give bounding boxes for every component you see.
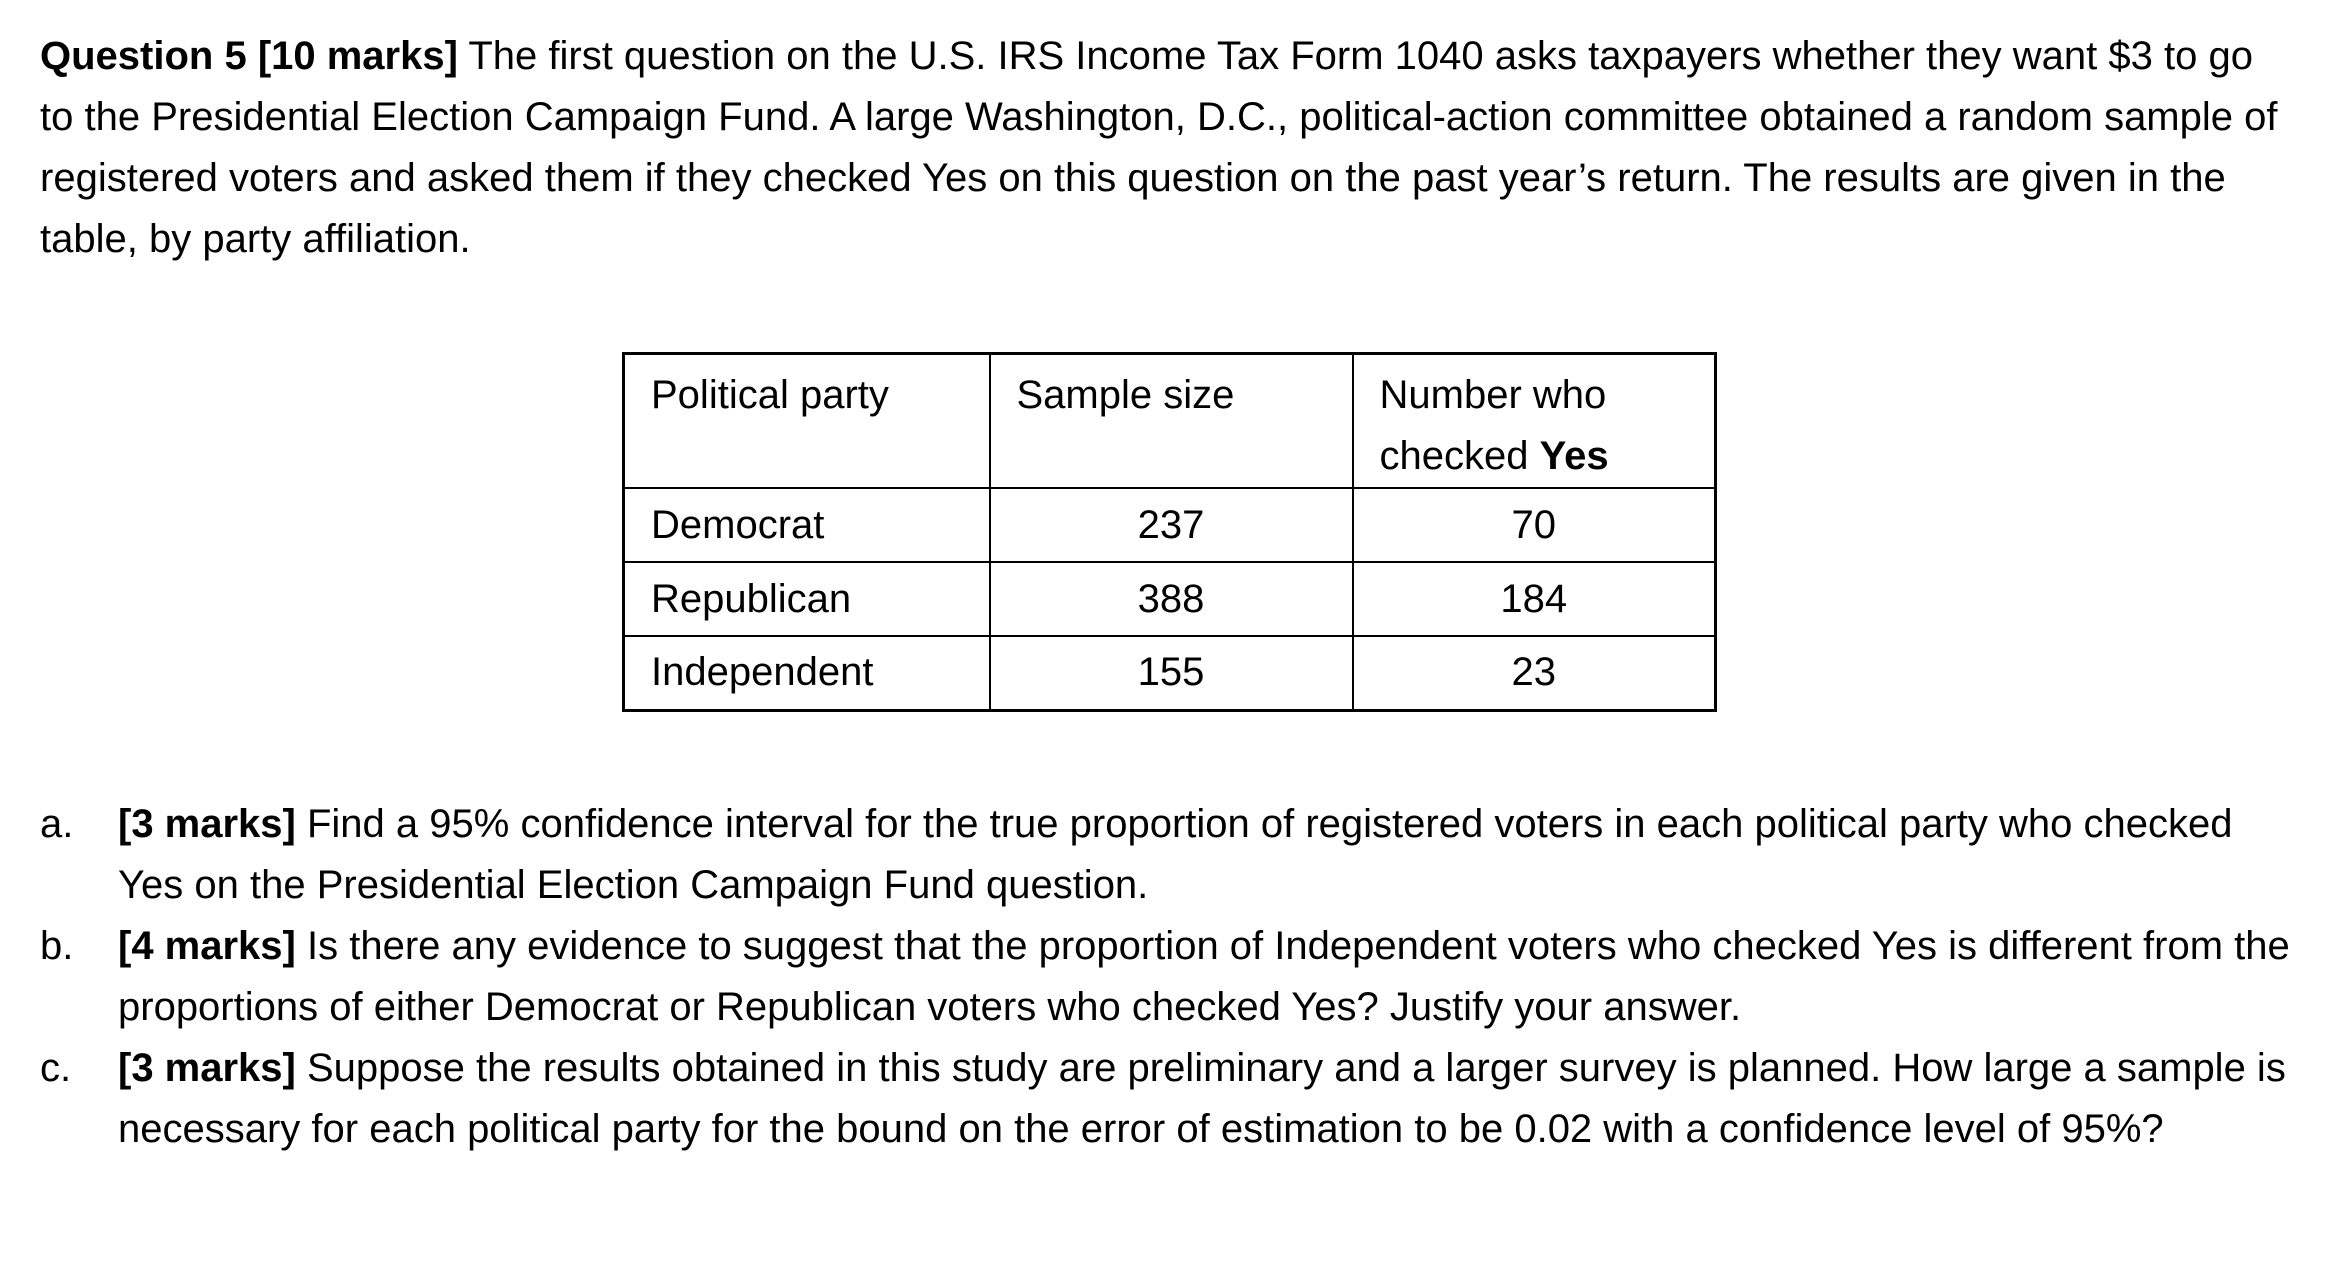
- col-header-political-party: Political party: [622, 352, 991, 489]
- part-b: b. [4 marks] Is there any evidence to su…: [40, 916, 2294, 1038]
- cell-checked-yes: 70: [1351, 487, 1717, 563]
- col-header-number-checked-yes: Number who checked Yes: [1351, 352, 1717, 489]
- cell-sample-size: 388: [988, 561, 1354, 637]
- part-text: [3 marks] Suppose the results obtained i…: [118, 1038, 2294, 1160]
- cell-checked-yes: 23: [1351, 635, 1717, 711]
- part-marks: [4 marks]: [118, 923, 296, 968]
- col-header-sample-size: Sample size: [988, 352, 1354, 489]
- question-title: Question 5 [10 marks]: [40, 34, 458, 78]
- col-header-yes-prefix: Number who checked: [1379, 373, 1607, 478]
- part-text: [3 marks] Find a 95% confidence interval…: [118, 794, 2294, 916]
- part-a: a. [3 marks] Find a 95% confidence inter…: [40, 794, 2294, 916]
- part-text: [4 marks] Is there any evidence to sugge…: [118, 916, 2294, 1038]
- question-parts-list: a. [3 marks] Find a 95% confidence inter…: [40, 794, 2294, 1160]
- table-header-row: Political party Sample size Number who c…: [622, 352, 1717, 489]
- cell-sample-size: 155: [988, 635, 1354, 711]
- cell-party: Independent: [622, 635, 991, 711]
- part-body: Suppose the results obtained in this stu…: [118, 1045, 2286, 1151]
- part-label: b.: [40, 923, 74, 968]
- part-marks: [3 marks]: [118, 1045, 296, 1090]
- part-marks: [3 marks]: [118, 801, 296, 846]
- part-body: Is there any evidence to suggest that th…: [118, 923, 2290, 1029]
- cell-sample-size: 237: [988, 487, 1354, 563]
- cell-party: Democrat: [622, 487, 991, 563]
- col-header-yes-bold: Yes: [1539, 434, 1609, 478]
- results-table: Political party Sample size Number who c…: [622, 352, 1717, 712]
- table-row: Republican 388 184: [622, 561, 1717, 637]
- cell-party: Republican: [622, 561, 991, 637]
- part-label: c.: [40, 1045, 72, 1090]
- table-row: Independent 155 23: [622, 635, 1717, 711]
- table-row: Democrat 237 70: [622, 487, 1717, 563]
- cell-checked-yes: 184: [1351, 561, 1717, 637]
- question-intro: Question 5 [10 marks] The first question…: [40, 26, 2294, 270]
- part-label: a.: [40, 801, 74, 846]
- question-intro-text: The first question on the U.S. IRS Incom…: [40, 34, 2278, 261]
- part-body: Find a 95% confidence interval for the t…: [118, 801, 2233, 907]
- part-c: c. [3 marks] Suppose the results obtaine…: [40, 1038, 2294, 1160]
